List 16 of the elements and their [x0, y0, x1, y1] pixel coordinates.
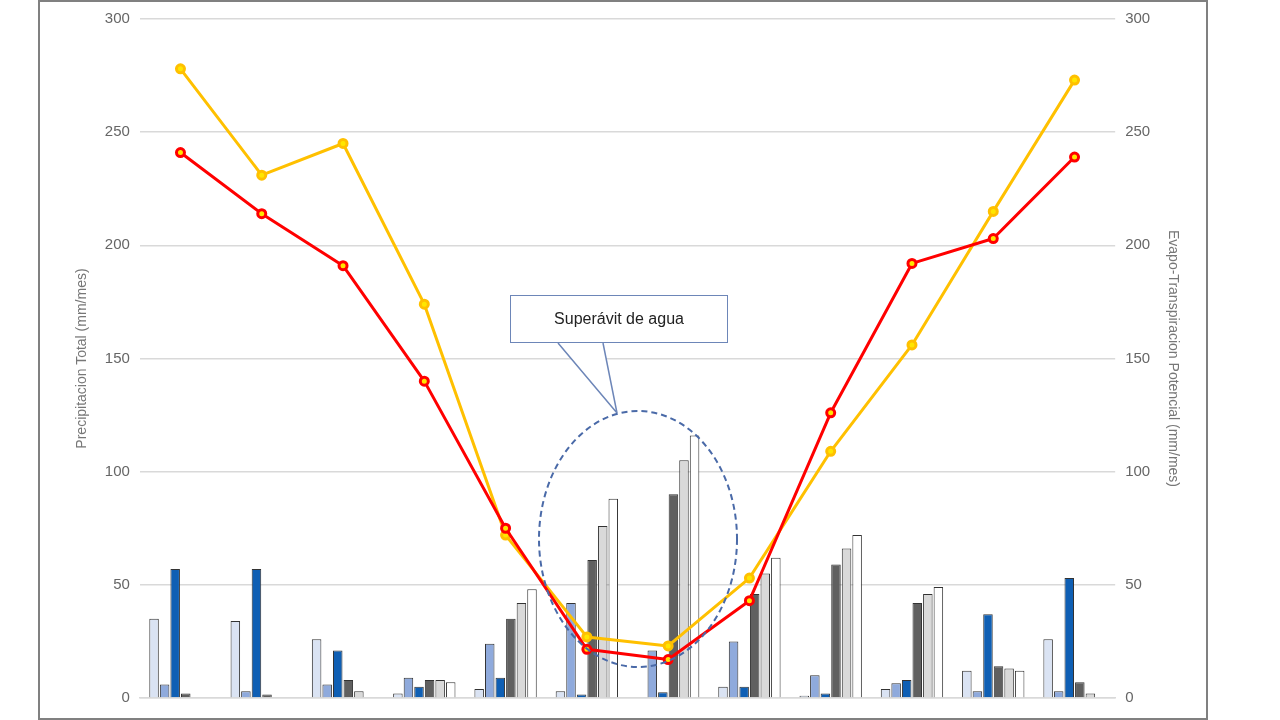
- y-tick-label: 0: [121, 688, 130, 706]
- y2-axis-title: Evapo-Transpiracion Potencial (mm/mes): [1165, 229, 1182, 488]
- y2-tick-label: 200: [1125, 235, 1151, 253]
- y-tick-label: 100: [104, 461, 130, 479]
- y-tick-label: 300: [104, 9, 130, 27]
- y2-tick-label: 0: [1125, 688, 1134, 706]
- y2-tick-label: 100: [1125, 461, 1151, 479]
- y-tick-label: 250: [104, 122, 130, 140]
- y2-tick-label: 250: [1125, 122, 1151, 140]
- y-tick-label: 200: [104, 235, 130, 253]
- y-axis-title: Precipitacion Total (mm/mes): [73, 268, 90, 449]
- y2-tick-label: 150: [1125, 348, 1151, 366]
- y2-tick-label: 50: [1125, 574, 1142, 592]
- y-tick-label: 150: [104, 348, 130, 366]
- y-tick-label: 50: [113, 574, 130, 592]
- y2-tick-label: 300: [1125, 9, 1151, 27]
